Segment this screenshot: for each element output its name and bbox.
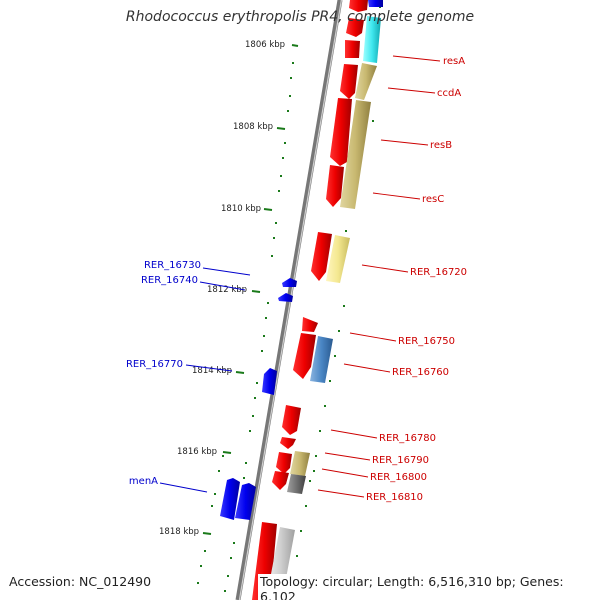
- gene-arrow[interactable]: [330, 98, 352, 166]
- gene-label-rer_16810[interactable]: RER_16810: [366, 492, 423, 503]
- gene-arrow[interactable]: [280, 437, 296, 449]
- gene-arrow[interactable]: [311, 232, 332, 281]
- ruler-label: 1806 kbp: [245, 40, 285, 50]
- gene-label-rer_16770[interactable]: RER_16770: [126, 359, 183, 370]
- gene-label-rer_16720[interactable]: RER_16720: [410, 267, 467, 278]
- gene-arrow[interactable]: [340, 64, 358, 99]
- gene-arrow[interactable]: [262, 368, 277, 395]
- ruler-label: 1810 kbp: [221, 204, 261, 214]
- gene-box[interactable]: [340, 100, 371, 209]
- ruler-label: 1816 kbp: [177, 447, 217, 457]
- gene-arrow[interactable]: [276, 452, 292, 474]
- gene-box[interactable]: [355, 63, 377, 100]
- gene-labels-left: RER_16730 RER_16740 RER_16770 menA: [126, 260, 201, 487]
- gene-arrow[interactable]: [282, 405, 301, 435]
- page-title: Rhodococcus erythropolis PR4, complete g…: [125, 9, 475, 25]
- forward-genes: [252, 0, 383, 600]
- gene-arrow[interactable]: [345, 40, 360, 58]
- gene-box[interactable]: [363, 16, 381, 63]
- gene-box[interactable]: [287, 474, 306, 494]
- gene-arrow[interactable]: [220, 478, 240, 520]
- ruler-labels: 1806 kbp 1808 kbp 1810 kbp 1812 kbp 1814 kbp…: [159, 40, 285, 537]
- ruler-label: 1818 kbp: [159, 527, 199, 537]
- gene-arrow[interactable]: [272, 471, 289, 490]
- gene-arrow[interactable]: [278, 293, 293, 302]
- leader-lines-left: [159, 267, 251, 493]
- gene-label-rer_16800[interactable]: RER_16800: [370, 472, 427, 483]
- gene-label-resa[interactable]: resA: [443, 56, 465, 67]
- gene-label-ccda[interactable]: ccdA: [437, 88, 461, 99]
- reverse-genes: [220, 278, 297, 520]
- gene-label-mena[interactable]: menA: [129, 476, 158, 487]
- gene-arrow[interactable]: [302, 317, 318, 332]
- gene-arrow[interactable]: [346, 18, 364, 37]
- gene-label-rer_16750[interactable]: RER_16750: [398, 336, 455, 347]
- gene-label-rer_16780[interactable]: RER_16780: [379, 433, 436, 444]
- ruler-label: 1814 kbp: [192, 366, 232, 376]
- gene-labels-right: resA ccdA resB resC RER_16720 RER_16750 RER_16…: [366, 56, 467, 503]
- gene-label-rer_16760[interactable]: RER_16760: [392, 367, 449, 378]
- gene-label-rer_16740[interactable]: RER_16740: [141, 275, 198, 286]
- gene-box[interactable]: [368, 0, 383, 7]
- gene-box[interactable]: [290, 451, 310, 476]
- scale-dots-inner: [197, 62, 294, 592]
- gene-arrow[interactable]: [349, 0, 368, 12]
- major-ticks: [202, 44, 299, 535]
- leader-lines-right: [317, 55, 441, 498]
- gene-label-resc[interactable]: resC: [422, 194, 444, 205]
- gene-label-rer_16790[interactable]: RER_16790: [372, 455, 429, 466]
- gene-arrow[interactable]: [282, 278, 297, 287]
- topology-text: Topology: circular; Length: 6,516,310 bp…: [258, 574, 600, 600]
- gene-label-resb[interactable]: resB: [430, 140, 452, 151]
- accession-text: Accession: NC_012490: [7, 574, 154, 589]
- gene-arrow[interactable]: [235, 483, 256, 520]
- gene-arrow[interactable]: [326, 165, 344, 207]
- gene-arrow[interactable]: [293, 333, 316, 379]
- gene-box[interactable]: [326, 235, 350, 283]
- gene-box[interactable]: [310, 336, 333, 383]
- ruler-label: 1812 kbp: [207, 285, 247, 295]
- ruler-label: 1808 kbp: [233, 122, 273, 132]
- gene-label-rer_16730[interactable]: RER_16730: [144, 260, 201, 271]
